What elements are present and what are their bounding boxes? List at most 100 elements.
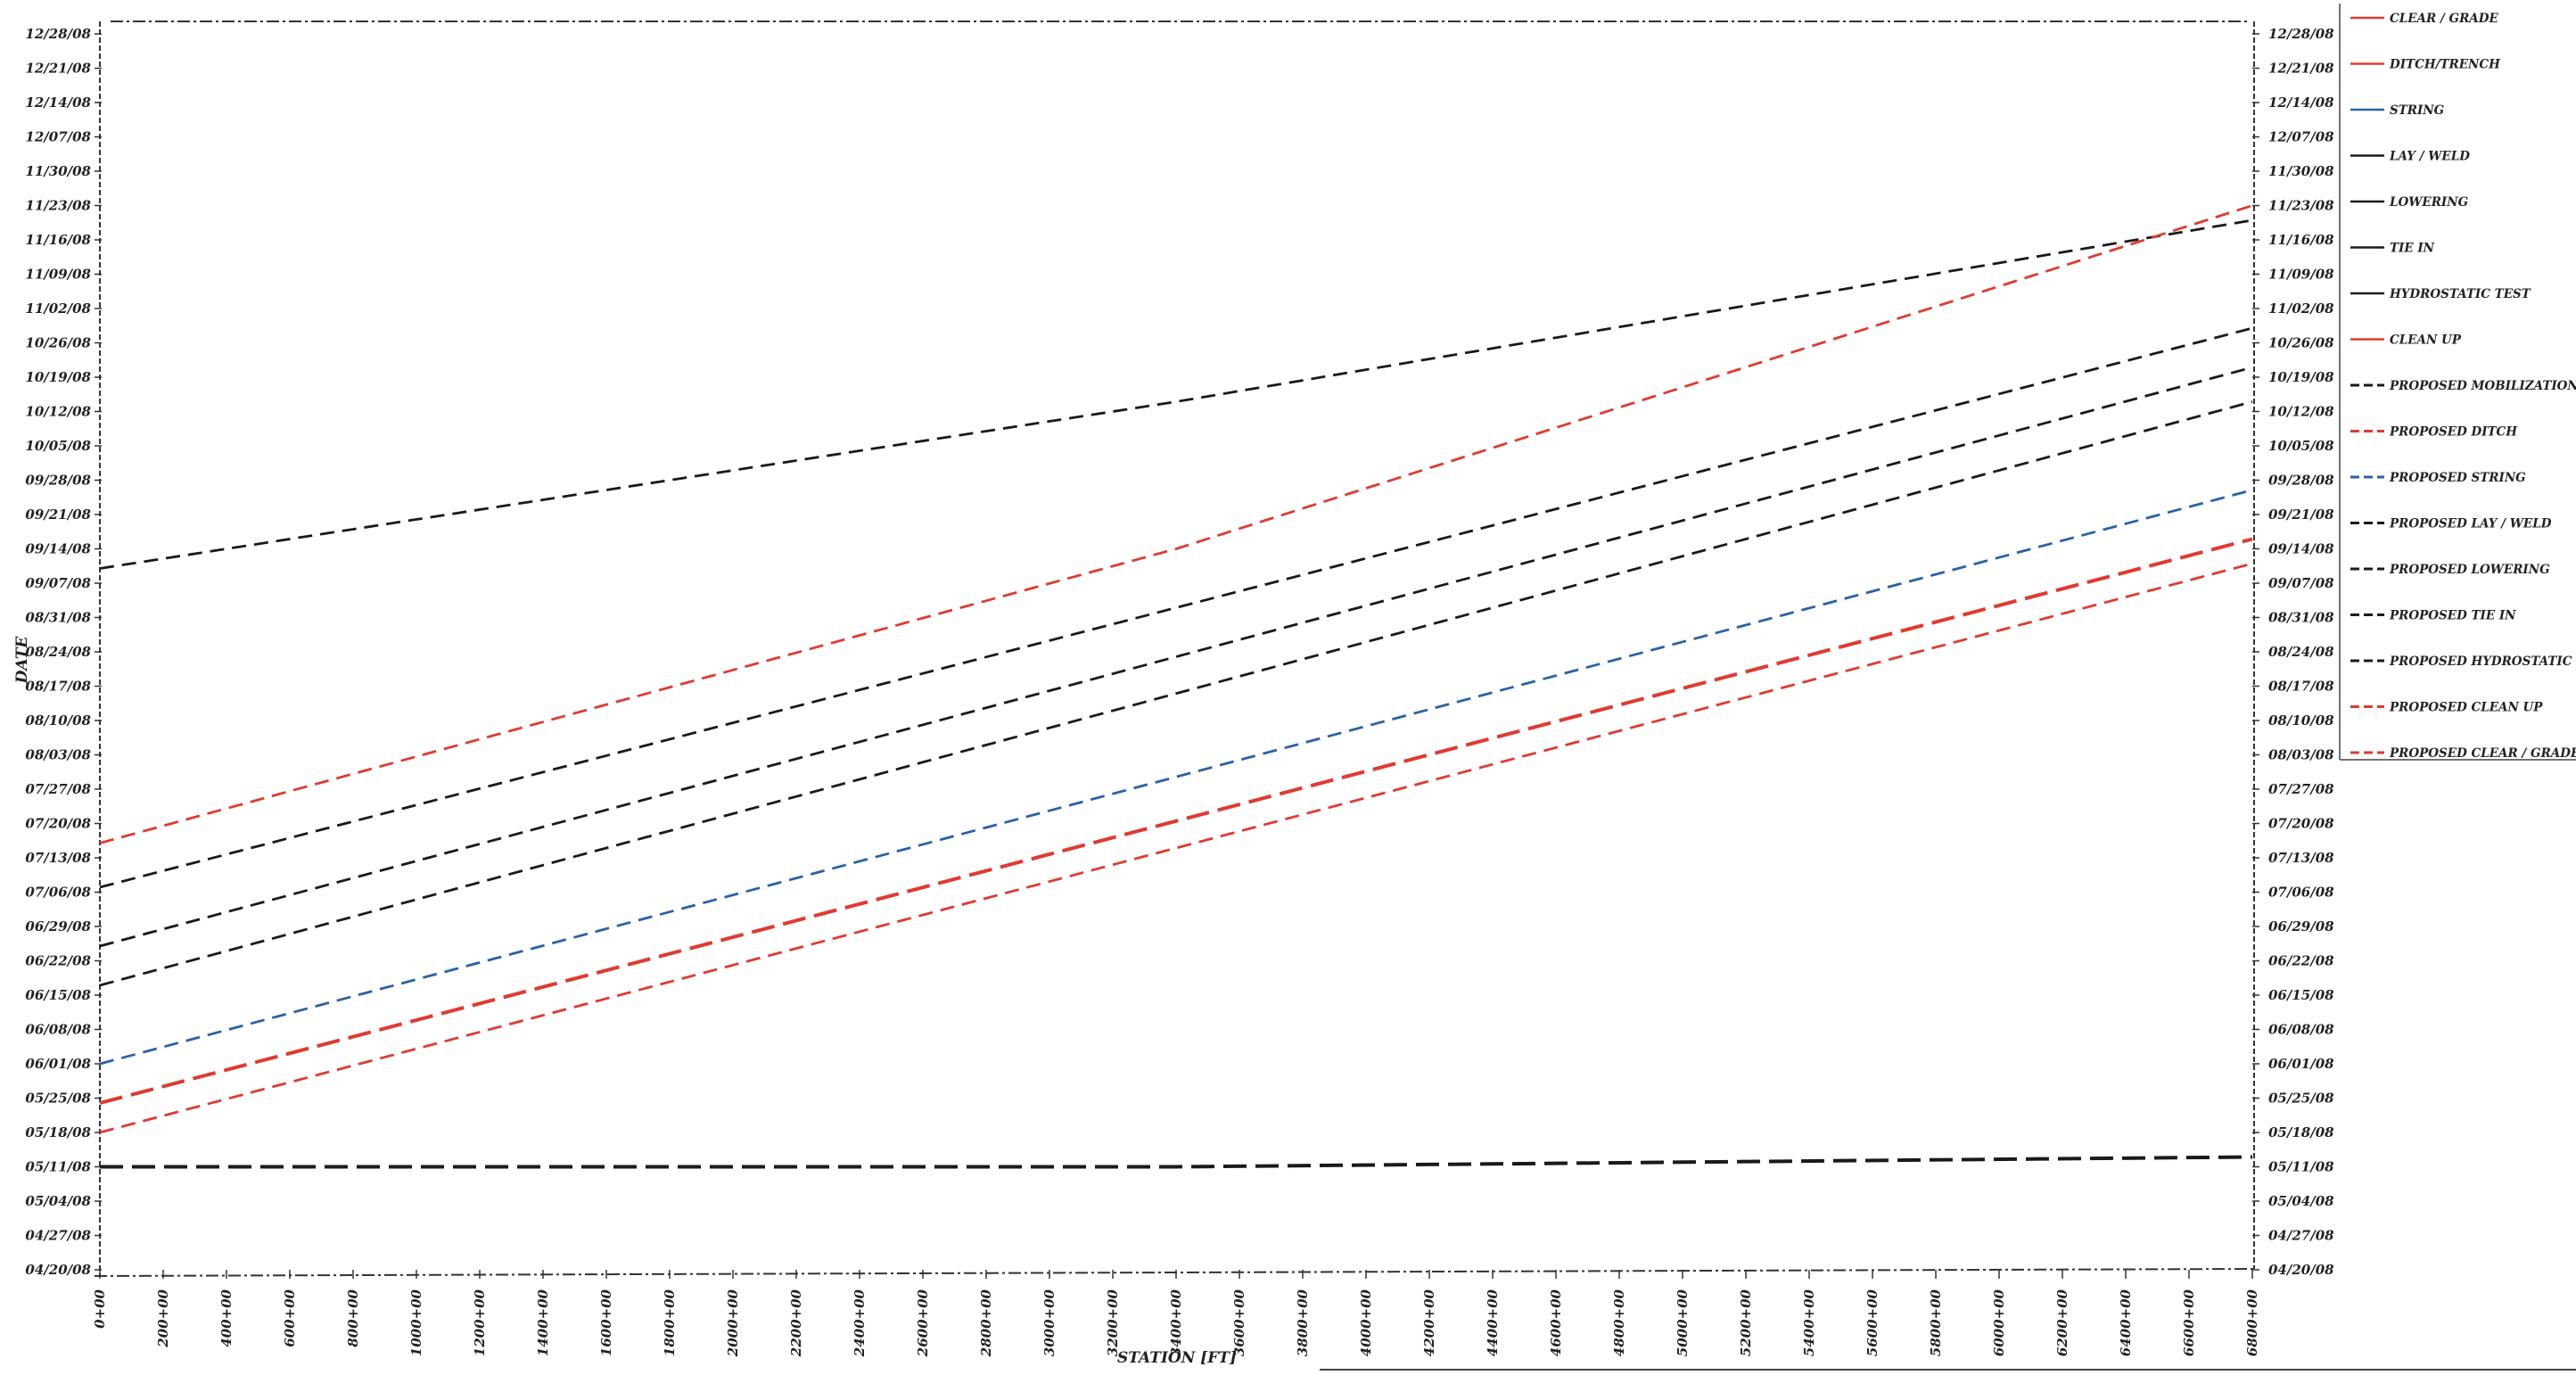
y-tick-label-left: 07/06/08 xyxy=(25,885,91,901)
y-tick-label-left: 12/07/08 xyxy=(25,129,91,145)
y-tick-label-left: 11/30/08 xyxy=(25,163,91,179)
x-tick-label: 2200+00 xyxy=(788,1289,804,1357)
series-line-proposed-hydrostatic-test xyxy=(99,218,2253,570)
legend-label: PROPOSED CLEAN UP xyxy=(2389,701,2543,715)
y-tick-label-left: 10/26/08 xyxy=(25,335,91,351)
y-tick-label-left: 11/16/08 xyxy=(25,232,91,248)
x-tick-label: 2800+00 xyxy=(978,1289,994,1357)
plot-frame xyxy=(94,4,2576,1371)
legend-label: PROPOSED TIE IN xyxy=(2389,609,2516,623)
y-tick-label-right: 08/24/08 xyxy=(2268,644,2334,660)
x-tick-label: 6600+00 xyxy=(2181,1289,2197,1356)
y-tick-label-right: 06/08/08 xyxy=(2268,1022,2334,1038)
y-tick-label-right: 12/28/08 xyxy=(2268,26,2334,42)
y-tick-label-left: 05/25/08 xyxy=(25,1091,91,1107)
y-tick-label-right: 11/23/08 xyxy=(2268,198,2334,214)
x-tick-label: 6200+00 xyxy=(2054,1289,2070,1356)
y-tick-label-left: 10/05/08 xyxy=(25,438,91,454)
y-tick-label-right: 11/30/08 xyxy=(2268,163,2334,179)
x-tick-label: 6000+00 xyxy=(1991,1289,2007,1356)
x-tick-label: 4600+00 xyxy=(1548,1289,1564,1356)
y-tick-label-right: 04/20/08 xyxy=(2268,1262,2334,1278)
x-tick-label: 600+00 xyxy=(282,1289,298,1346)
x-tick-label: 5800+00 xyxy=(1928,1289,1944,1356)
x-tick-label: 2600+00 xyxy=(915,1289,931,1357)
y-tick-label-right: 06/01/08 xyxy=(2268,1056,2334,1072)
y-tick-label-right: 11/16/08 xyxy=(2268,232,2334,248)
y-tick-label-left: 10/19/08 xyxy=(25,369,91,385)
legend-label: PROPOSED CLEAR / GRADE xyxy=(2389,746,2576,761)
y-tick-label-right: 12/14/08 xyxy=(2268,95,2334,111)
legend-label: STRING xyxy=(2390,103,2444,118)
x-tick-label: 400+00 xyxy=(218,1289,235,1346)
x-tick-label: 4200+00 xyxy=(1421,1289,1437,1356)
plot-bottom-axis xyxy=(94,1268,2255,1277)
series-line-proposed-ditch xyxy=(99,537,2253,1105)
y-tick-label-right: 06/29/08 xyxy=(2268,918,2334,935)
y-tick-label-right: 10/19/08 xyxy=(2268,369,2334,385)
x-tick-label: 5200+00 xyxy=(1738,1289,1754,1356)
x-tick-label: 2400+00 xyxy=(852,1289,868,1357)
x-tick-label: 800+00 xyxy=(345,1289,361,1346)
y-tick-label-left: 09/21/08 xyxy=(25,506,91,523)
y-tick-label-right: 07/13/08 xyxy=(2268,850,2334,866)
y-tick-label-left: 04/20/08 xyxy=(25,1262,91,1278)
legend-label: PROPOSED HYDROSTATIC TEST xyxy=(2389,655,2576,669)
x-tick-label: 0+00 xyxy=(92,1289,108,1328)
y-tick-label-left: 06/15/08 xyxy=(25,987,91,1003)
y-tick-label-right: 12/07/08 xyxy=(2268,129,2334,145)
y-tick-label-left: 11/09/08 xyxy=(25,267,91,283)
x-tick-label: 5400+00 xyxy=(1801,1289,1817,1356)
x-tick-label: 1200+00 xyxy=(472,1289,488,1356)
x-tick-label: 6800+00 xyxy=(2244,1289,2260,1356)
x-tick-label: 3600+00 xyxy=(1231,1289,1247,1356)
x-axis-title: STATION [FT] xyxy=(1117,1349,1237,1367)
y-tick-label-left: 08/24/08 xyxy=(25,644,91,660)
y-tick-label-left: 08/10/08 xyxy=(25,712,91,729)
x-tick-label: 1400+00 xyxy=(535,1289,551,1356)
x-tick-label: 4400+00 xyxy=(1485,1289,1501,1356)
x-tick-label: 2000+00 xyxy=(725,1289,741,1357)
y-tick-label-left: 08/17/08 xyxy=(25,679,91,695)
x-tick-label: 3000+00 xyxy=(1041,1289,1058,1356)
y-tick-label-right: 04/27/08 xyxy=(2268,1228,2334,1244)
y-tick-label-right: 10/12/08 xyxy=(2268,404,2334,420)
y-tick-label-right: 11/09/08 xyxy=(2268,267,2334,283)
series-line-proposed-lay-weld xyxy=(99,400,2253,987)
y-tick-label-left: 07/27/08 xyxy=(25,781,91,797)
y-tick-label-right: 07/20/08 xyxy=(2268,816,2334,832)
y-axis-title: DATE xyxy=(13,636,31,685)
y-tick-label-left: 09/28/08 xyxy=(25,473,91,489)
y-tick-label-left: 09/14/08 xyxy=(25,541,91,557)
series-line-proposed-clear-grade xyxy=(99,562,2253,1134)
legend-label: TIE IN xyxy=(2390,242,2435,256)
y-tick-label-left: 06/29/08 xyxy=(25,918,91,935)
y-tick-label-left: 04/27/08 xyxy=(25,1228,91,1244)
legend-label: CLEAN UP xyxy=(2390,333,2462,348)
legend-label: LOWERING xyxy=(2389,195,2468,210)
y-tick-label-right: 05/18/08 xyxy=(2268,1124,2334,1140)
y-axis-ticks-left: 04/20/08 04/27/08 05/04/08 05/11/08 05/18/08… xyxy=(25,26,102,1278)
y-tick-label-left: 10/12/08 xyxy=(25,404,91,420)
y-tick-label-left: 11/23/08 xyxy=(25,198,91,214)
y-tick-label-right: 05/11/08 xyxy=(2268,1159,2334,1175)
y-tick-label-right: 09/14/08 xyxy=(2268,541,2334,557)
y-tick-label-right: 09/28/08 xyxy=(2268,473,2334,489)
x-tick-label: 1000+00 xyxy=(408,1289,424,1356)
legend-label: DITCH/TRENCH xyxy=(2389,58,2501,72)
x-tick-label: 3800+00 xyxy=(1295,1289,1311,1356)
y-tick-label-right: 08/10/08 xyxy=(2268,712,2334,729)
x-tick-label: 4800+00 xyxy=(1611,1289,1627,1356)
y-tick-label-left: 12/28/08 xyxy=(25,26,91,42)
x-tick-label: 3400+00 xyxy=(1168,1289,1184,1356)
x-tick-label: 5600+00 xyxy=(1864,1289,1881,1356)
y-tick-label-right: 05/04/08 xyxy=(2268,1193,2334,1209)
x-tick-label: 3200+00 xyxy=(1105,1289,1121,1356)
y-tick-label-left: 06/22/08 xyxy=(25,953,91,969)
y-tick-label-left: 06/08/08 xyxy=(25,1022,91,1038)
y-tick-label-right: 09/07/08 xyxy=(2268,575,2334,591)
y-tick-label-right: 07/27/08 xyxy=(2268,781,2334,797)
series-line-proposed-lowering xyxy=(99,366,2253,948)
x-tick-label: 4000+00 xyxy=(1358,1289,1374,1356)
x-tick-label: 6400+00 xyxy=(2118,1289,2134,1356)
